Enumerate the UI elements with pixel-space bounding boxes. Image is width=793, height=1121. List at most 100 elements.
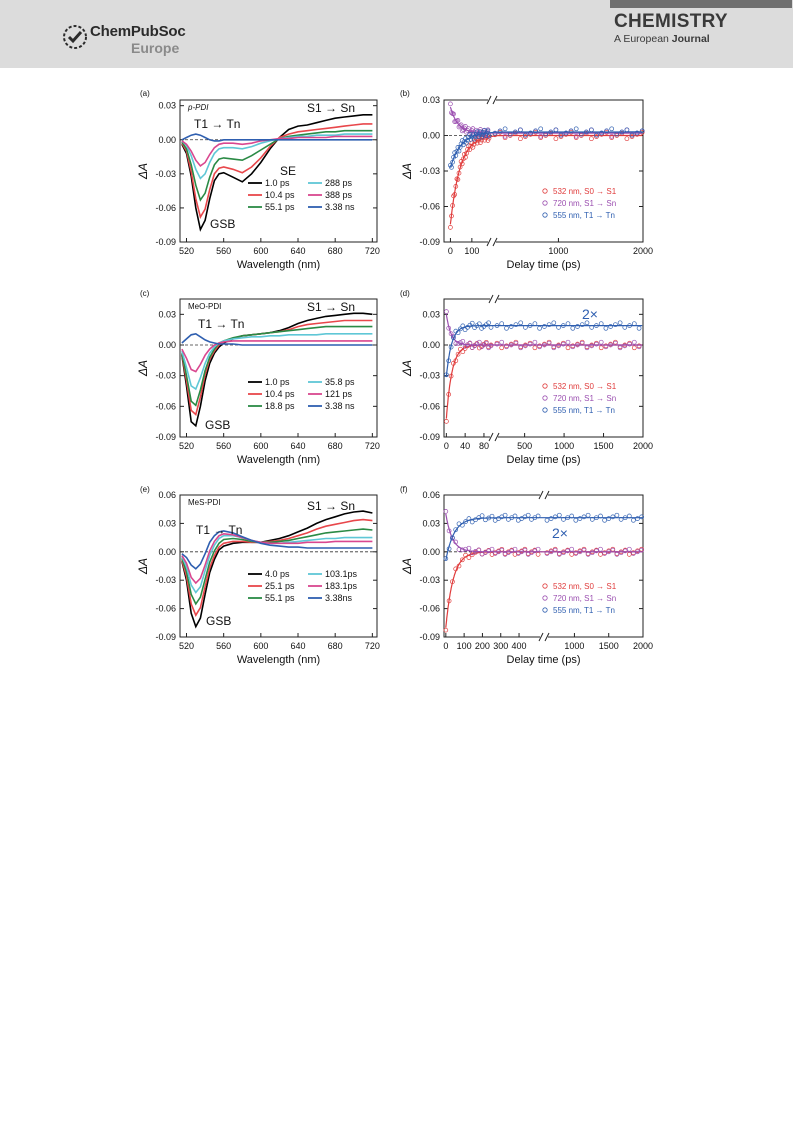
data-point <box>556 512 562 518</box>
data-point <box>577 516 583 521</box>
data-point <box>486 133 492 139</box>
y-tick-label: -0.03 <box>155 575 176 585</box>
data-point <box>577 549 583 555</box>
legend-marker <box>542 188 548 194</box>
data-point <box>639 128 645 134</box>
y-axis-label: ΔA <box>400 558 414 575</box>
legend-label: 3.38 ns <box>325 202 355 212</box>
data-point <box>453 566 459 572</box>
data-point <box>532 321 538 327</box>
fit-line <box>445 513 643 553</box>
data-point <box>456 563 462 569</box>
legend-label: 555 nm, T1 → Tn <box>553 211 615 220</box>
legend-label: 3.38 ns <box>325 401 355 411</box>
data-point <box>575 342 580 348</box>
plot-frame <box>443 99 644 243</box>
data-point <box>470 144 476 150</box>
x-tick-label: 300 <box>493 641 508 651</box>
data-point <box>565 339 571 345</box>
data-point <box>499 339 505 345</box>
x-axis-label: Delay time (ps) <box>507 259 581 271</box>
chart-panel-e: (e) ΔA Wavelength (nm) 0.06 0.03 0.00 -0.03 -0.… <box>136 485 380 666</box>
panel-label: (b) <box>400 89 410 98</box>
data-point <box>614 552 620 557</box>
legend-label: 103.1ps <box>325 569 358 579</box>
legend-label: 555 nm, T1 → Tn <box>553 406 615 415</box>
x-tick-label: 720 <box>365 246 380 256</box>
legend-label: 10.4 ps <box>265 389 295 399</box>
data-point <box>636 325 642 331</box>
panel-label: (a) <box>140 89 150 98</box>
x-tick-label: 40 <box>460 441 470 451</box>
x-tick-label: 520 <box>179 246 194 256</box>
data-point <box>589 343 595 349</box>
data-point <box>551 345 557 351</box>
data-point <box>609 135 615 140</box>
axis-break-mark <box>544 632 550 642</box>
y-tick-label: -0.06 <box>419 401 440 411</box>
annotation-label: GSB <box>205 418 230 432</box>
panel-label: (f) <box>400 485 408 494</box>
data-point <box>475 134 481 140</box>
data-point <box>561 550 566 556</box>
y-tick-label: 0.03 <box>158 309 176 319</box>
data-point <box>499 345 505 351</box>
multiplier-label: 2× <box>552 525 568 541</box>
data-point <box>544 551 550 556</box>
data-point <box>594 341 599 347</box>
data-point <box>639 514 644 520</box>
journal-subtitle: A European Journal <box>614 33 710 45</box>
legend-label: 121 ps <box>325 389 353 399</box>
data-point <box>523 325 528 330</box>
data-point <box>469 320 475 326</box>
data-point <box>459 547 465 553</box>
data-point <box>458 346 463 352</box>
data-point <box>443 556 449 561</box>
data-point <box>476 547 482 553</box>
axis-break-mark <box>538 632 544 642</box>
plot-frame <box>179 298 378 438</box>
data-point <box>444 309 449 314</box>
data-point <box>636 344 642 350</box>
y-tick-label: 0.06 <box>158 490 176 500</box>
annotation-label: T1 → Tn <box>196 523 242 537</box>
data-point <box>579 322 585 328</box>
data-point <box>518 345 524 351</box>
data-point <box>466 516 472 521</box>
x-tick-label: 1500 <box>594 441 614 451</box>
series-line <box>181 333 373 391</box>
x-tick-label: 1500 <box>599 641 619 651</box>
data-point <box>560 323 566 328</box>
data-point <box>466 555 472 560</box>
data-point <box>578 131 584 137</box>
data-point <box>502 133 508 139</box>
axis-break-gap <box>490 297 498 301</box>
plot-frame <box>179 494 378 638</box>
legend-marker <box>542 383 548 389</box>
x-tick-label: 0 <box>443 641 448 651</box>
data-point <box>619 129 625 135</box>
data-point <box>589 136 594 142</box>
data-point <box>512 129 518 135</box>
data-point <box>450 535 455 541</box>
annotation-label: S1 → Sn <box>307 300 355 314</box>
data-point <box>609 133 615 139</box>
axis-break-gap <box>488 240 496 244</box>
data-point <box>471 136 477 142</box>
data-point <box>485 128 491 134</box>
legend-label: 10.4 ps <box>265 190 295 200</box>
series-line <box>181 332 373 346</box>
publisher-logo-icon <box>63 25 87 49</box>
data-point <box>538 126 544 132</box>
data-point <box>606 549 612 555</box>
data-point <box>603 325 609 331</box>
data-point <box>499 321 505 327</box>
journal-bar <box>610 0 792 8</box>
data-point <box>478 127 483 132</box>
data-point <box>451 111 456 117</box>
data-point <box>518 127 523 133</box>
data-point <box>451 193 456 199</box>
data-point <box>552 514 558 520</box>
data-point <box>479 513 485 519</box>
